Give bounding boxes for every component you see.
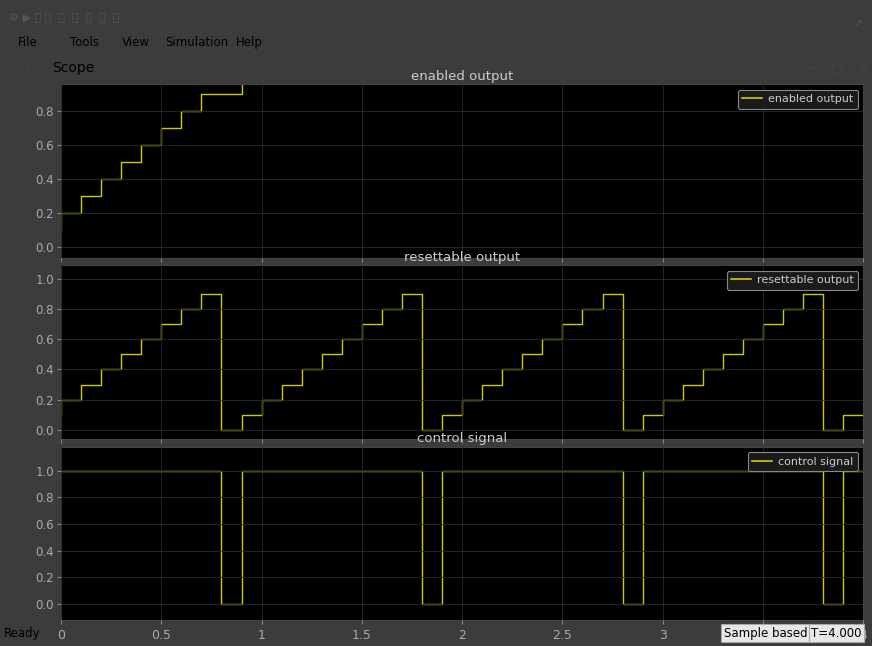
Title: control signal: control signal — [417, 432, 508, 446]
Text: View: View — [122, 36, 150, 49]
Text: Tools: Tools — [70, 36, 99, 49]
Text: Simulation: Simulation — [166, 36, 228, 49]
Text: File: File — [17, 36, 37, 49]
Text: Ready: Ready — [4, 627, 41, 640]
Text: T=4.000: T=4.000 — [811, 627, 862, 640]
Text: Scope: Scope — [52, 61, 94, 75]
Text: ⚙ ▶ ⏸ ⏹  🔧  🔍  📋  🖊  📐: ⚙ ▶ ⏸ ⏹ 🔧 🔍 📋 🖊 📐 — [9, 12, 119, 22]
Text: ─: ─ — [807, 61, 814, 74]
Text: □: □ — [831, 61, 843, 74]
Text: ✕: ✕ — [858, 61, 869, 74]
Title: resettable output: resettable output — [404, 251, 521, 264]
Text: ↗: ↗ — [854, 20, 863, 30]
Legend: resettable output: resettable output — [726, 271, 858, 290]
Text: 📊: 📊 — [19, 61, 28, 75]
Text: Sample based: Sample based — [724, 627, 807, 640]
Legend: control signal: control signal — [748, 452, 858, 471]
Title: enabled output: enabled output — [411, 70, 514, 83]
Text: Help: Help — [235, 36, 262, 49]
Legend: enabled output: enabled output — [738, 90, 858, 109]
